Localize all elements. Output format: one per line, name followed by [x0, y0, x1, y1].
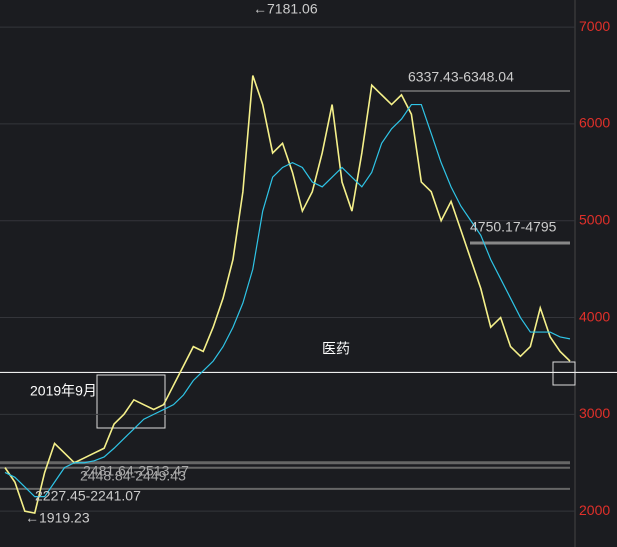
annotation: ←1919.23	[25, 510, 90, 526]
annotation: 2448.84-2449.43	[80, 468, 186, 484]
y-tick-label: 5000	[579, 211, 610, 227]
annotation: 6337.43-6348.04	[408, 69, 514, 85]
price-line	[4, 75, 571, 515]
annotation: 2481.64-2513.47	[83, 463, 189, 479]
y-tick-label: 6000	[579, 115, 610, 131]
y-tick-label: 4000	[579, 308, 610, 324]
y-tick-label: 3000	[579, 405, 610, 421]
highlight-box	[552, 361, 576, 386]
annotation: 2019年9月	[30, 383, 97, 399]
annotation: ←7181.06	[253, 1, 318, 17]
annotation: 2227.45-2241.07	[35, 488, 141, 504]
highlight-box	[96, 374, 166, 429]
price-line	[4, 103, 571, 498]
y-tick-label: 2000	[579, 502, 610, 518]
annotation: 4750.17-4795	[470, 219, 557, 235]
annotation: 医药	[322, 341, 350, 357]
y-tick-label: 7000	[579, 18, 610, 34]
